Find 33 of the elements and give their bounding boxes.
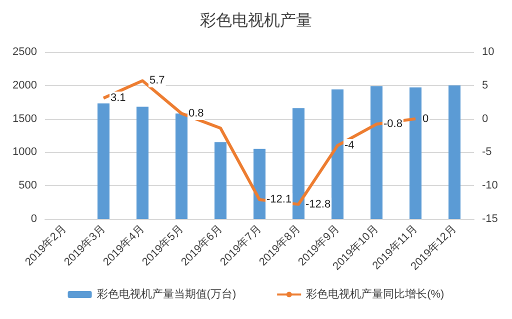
bar bbox=[370, 86, 382, 219]
y2-tick-label: 5 bbox=[482, 79, 488, 92]
bar bbox=[98, 103, 110, 219]
data-label: -12.1 bbox=[266, 194, 292, 206]
legend-label: 彩色电视机产量当期值(万台) bbox=[96, 288, 236, 300]
data-label: -4 bbox=[344, 140, 354, 152]
data-label: 5.7 bbox=[150, 74, 165, 87]
bar bbox=[410, 87, 422, 219]
bar bbox=[292, 108, 304, 219]
y2-tick-label: -5 bbox=[482, 146, 492, 158]
y-tick-label: 2000 bbox=[12, 79, 37, 92]
bar bbox=[136, 106, 148, 219]
y2-tick-label: 10 bbox=[482, 46, 494, 58]
y-tick-label: 1000 bbox=[12, 146, 37, 158]
y-tick-label: 500 bbox=[18, 180, 37, 192]
data-label: 0 bbox=[422, 112, 429, 125]
data-label: 3.1 bbox=[110, 92, 126, 104]
data-label: 0.8 bbox=[188, 107, 204, 120]
bar bbox=[214, 142, 226, 219]
y2-tick-label: -10 bbox=[482, 180, 498, 192]
bar bbox=[448, 85, 460, 219]
data-label: -0.8 bbox=[384, 118, 402, 130]
y-tick-label: 2500 bbox=[12, 46, 37, 58]
chart-title: 彩色电视机产量 bbox=[200, 12, 312, 30]
y2-tick-label: -15 bbox=[482, 213, 498, 225]
y-tick-label: 0 bbox=[30, 213, 37, 225]
y-tick-label: 1500 bbox=[12, 112, 37, 125]
y2-tick-label: 0 bbox=[482, 112, 488, 125]
bar bbox=[176, 113, 188, 219]
bar bbox=[332, 89, 344, 219]
legend-label: 彩色电视机产量同比增长(%) bbox=[306, 288, 444, 300]
data-label: -12.8 bbox=[306, 198, 331, 210]
bar bbox=[254, 148, 266, 219]
